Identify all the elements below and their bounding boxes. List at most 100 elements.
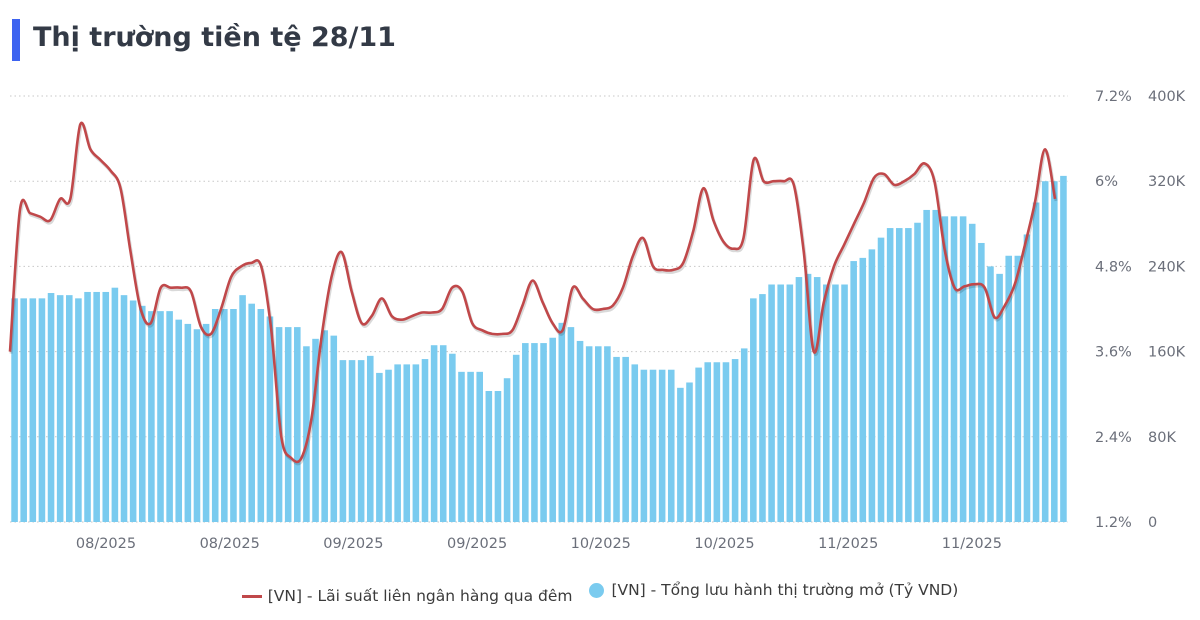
bar [713, 362, 721, 522]
legend-label-line: [VN] - Lãi suất liên ngân hàng qua đêm [267, 587, 573, 605]
bar [111, 287, 119, 522]
bar [56, 295, 64, 522]
bar [1032, 202, 1040, 522]
bar [458, 371, 465, 522]
right-axis-labels: 0 80K 160K 240K 320K 400K [1148, 89, 1186, 531]
y-left-tick-label: 4.8% [1095, 259, 1132, 275]
bar [722, 362, 730, 522]
bar [485, 391, 493, 522]
x-tick-label: 09/2025 [447, 536, 507, 552]
legend-label-bar: [VN] - Tổng lưu hành thị trường mở (Tỷ V… [611, 581, 959, 599]
x-tick-label: 08/2025 [200, 536, 260, 552]
y-right-tick-label: 320K [1148, 174, 1186, 190]
x-tick-label: 11/2025 [942, 536, 1002, 552]
bar [339, 360, 347, 522]
bar [750, 298, 757, 522]
bar [75, 298, 82, 522]
bar [613, 356, 620, 522]
y-left-tick-label: 6% [1095, 174, 1118, 190]
bar [549, 337, 556, 522]
bar [567, 327, 575, 522]
left-axis-labels: 1.2% 2.4% 3.6% 4.8% 6% 7.2% [1095, 89, 1132, 531]
bar [923, 209, 930, 522]
bar [823, 284, 830, 522]
bar [667, 369, 675, 522]
bar [1051, 181, 1058, 522]
bar [813, 277, 821, 522]
bar [959, 216, 967, 522]
bar [430, 345, 438, 522]
bar [640, 369, 648, 522]
bar [303, 346, 310, 522]
bar [585, 346, 593, 522]
bar [193, 329, 201, 522]
bar [284, 327, 292, 522]
bar [905, 228, 912, 522]
bar [996, 273, 1003, 522]
bar [804, 273, 812, 522]
bar [102, 291, 110, 522]
bar [695, 367, 702, 522]
bar [832, 284, 839, 522]
bar [403, 364, 411, 522]
bar [1060, 175, 1067, 523]
money-market-chart: 1.2% 2.4% 3.6% 4.8% 6% 7.2% 0 80K 160K 240K 320K 4… [8, 89, 1186, 552]
y-right-tick-label: 80K [1148, 430, 1176, 446]
legend-item-open-market[interactable]: [VN] - Tổng lưu hành thị trường mở (Tỷ V… [589, 581, 958, 599]
bar [1023, 234, 1031, 522]
bar [987, 266, 994, 522]
title-accent-bar [12, 19, 20, 61]
y-left-tick-label: 2.4% [1095, 430, 1132, 446]
bar [439, 345, 447, 522]
bar [558, 322, 566, 522]
bar [877, 237, 885, 522]
x-tick-label: 10/2025 [694, 536, 754, 552]
x-tick-label: 09/2025 [323, 536, 383, 552]
bar [677, 387, 684, 522]
bar [376, 372, 383, 522]
bar [494, 391, 502, 522]
bar [476, 371, 483, 522]
y-left-tick-label: 7.2% [1095, 89, 1132, 105]
bar [38, 298, 46, 522]
bar [868, 249, 876, 523]
bar [786, 284, 794, 522]
y-right-tick-label: 0 [1148, 515, 1157, 531]
page-title: Thị trường tiền tệ 28/11 [33, 22, 396, 53]
bar [540, 343, 547, 522]
bar [604, 346, 611, 522]
bar [449, 353, 456, 522]
bar [357, 360, 365, 522]
bar [950, 216, 958, 522]
bar [157, 311, 164, 522]
bar [968, 223, 976, 523]
bar [248, 303, 255, 522]
bar [768, 284, 775, 522]
bar [257, 309, 265, 522]
dot-swatch-icon [589, 582, 605, 598]
bar [886, 228, 894, 522]
bar [941, 216, 949, 522]
bar [330, 335, 338, 523]
x-tick-label: 11/2025 [818, 536, 878, 552]
legend-item-interbank-rate[interactable]: [VN] - Lãi suất liên ngân hàng qua đêm [241, 587, 573, 605]
bar [211, 309, 219, 522]
x-tick-label: 10/2025 [571, 536, 631, 552]
bar [740, 348, 748, 522]
bar [1014, 255, 1022, 522]
bar [932, 209, 940, 522]
bar [631, 364, 639, 522]
bar [503, 378, 511, 522]
interbank-rate-line [8, 121, 1057, 464]
bar [66, 295, 73, 522]
bar [202, 323, 210, 522]
bar [230, 309, 237, 522]
line-shadow [9, 123, 1058, 466]
bar [895, 228, 903, 522]
bar [184, 323, 192, 522]
bar [412, 364, 420, 522]
x-tick-label: 08/2025 [76, 536, 136, 552]
bar [686, 382, 693, 522]
bar [795, 277, 803, 522]
y-right-tick-label: 400K [1148, 89, 1186, 105]
